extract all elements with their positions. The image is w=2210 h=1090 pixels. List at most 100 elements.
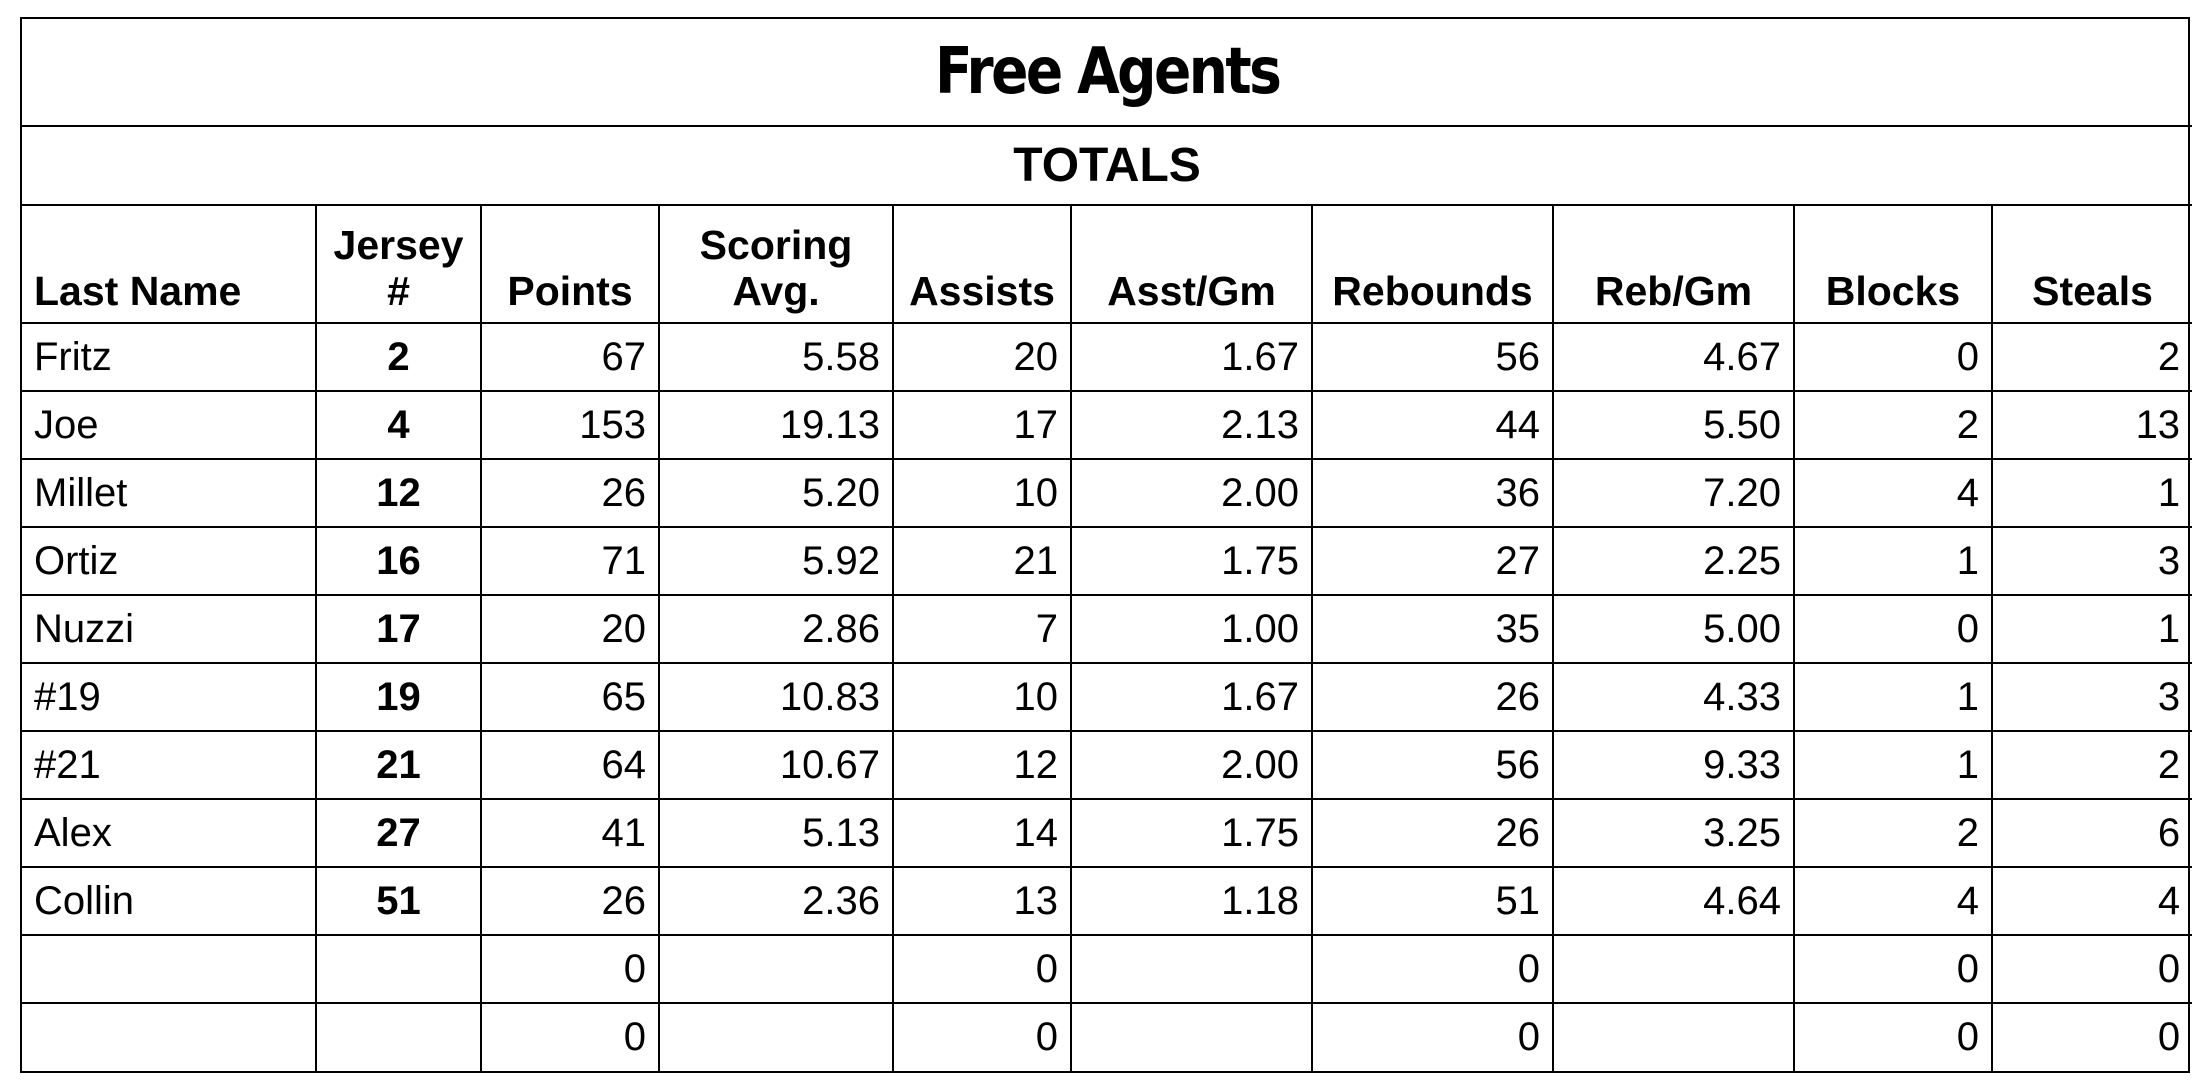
cell-steals: 13 xyxy=(1990,390,2193,460)
cell-assists: 21 xyxy=(892,526,1072,596)
table-row: #21 21 64 10.67 12 2.00 56 9.33 1 2 xyxy=(22,730,2193,800)
cell-jersey: 17 xyxy=(315,594,482,664)
cell-jersey xyxy=(315,1002,482,1071)
cell-jersey: 16 xyxy=(315,526,482,596)
cell-asst-gm: 1.75 xyxy=(1070,798,1313,868)
cell-scoring-avg: 5.58 xyxy=(658,322,894,392)
cell-assists: 12 xyxy=(892,730,1072,800)
header-assists: Assists xyxy=(892,204,1072,324)
table-row: Fritz 2 67 5.58 20 1.67 56 4.67 0 2 xyxy=(22,322,2193,392)
cell-points: 26 xyxy=(480,866,660,936)
cell-scoring-avg: 5.13 xyxy=(658,798,894,868)
cell-last-name: #21 xyxy=(22,730,317,800)
header-points: Points xyxy=(480,204,660,324)
cell-assists: 10 xyxy=(892,662,1072,732)
cell-points: 0 xyxy=(480,934,660,1004)
cell-points: 67 xyxy=(480,322,660,392)
cell-jersey xyxy=(315,934,482,1004)
cell-last-name: Millet xyxy=(22,458,317,528)
cell-blocks: 1 xyxy=(1793,662,1993,732)
cell-steals: 0 xyxy=(1990,934,2193,1004)
cell-rebounds: 27 xyxy=(1311,526,1554,596)
cell-points: 20 xyxy=(480,594,660,664)
cell-scoring-avg: 5.20 xyxy=(658,458,894,528)
cell-scoring-avg: 10.67 xyxy=(658,730,894,800)
table-row: Collin 51 26 2.36 13 1.18 51 4.64 4 4 xyxy=(22,866,2193,936)
cell-assists: 0 xyxy=(892,934,1072,1004)
cell-rebounds: 56 xyxy=(1311,322,1554,392)
cell-reb-gm: 4.67 xyxy=(1552,322,1795,392)
cell-reb-gm xyxy=(1552,934,1795,1004)
cell-scoring-avg xyxy=(658,1002,894,1071)
cell-asst-gm: 1.18 xyxy=(1070,866,1313,936)
cell-scoring-avg: 2.86 xyxy=(658,594,894,664)
cell-last-name: Fritz xyxy=(22,322,317,392)
cell-jersey: 19 xyxy=(315,662,482,732)
header-row: Last Name Jersey # Points Scoring Avg. Assis… xyxy=(22,204,2193,324)
cell-rebounds: 56 xyxy=(1311,730,1554,800)
cell-steals: 6 xyxy=(1990,798,2193,868)
table-row: Joe 4 153 19.13 17 2.13 44 5.50 2 13 xyxy=(22,390,2193,460)
cell-rebounds: 0 xyxy=(1311,934,1554,1004)
cell-scoring-avg: 5.92 xyxy=(658,526,894,596)
cell-asst-gm: 2.13 xyxy=(1070,390,1313,460)
cell-asst-gm: 1.00 xyxy=(1070,594,1313,664)
cell-assists: 17 xyxy=(892,390,1072,460)
cell-jersey: 21 xyxy=(315,730,482,800)
cell-blocks: 0 xyxy=(1793,594,1993,664)
cell-steals: 3 xyxy=(1990,526,2193,596)
cell-assists: 20 xyxy=(892,322,1072,392)
cell-assists: 13 xyxy=(892,866,1072,936)
header-jersey: Jersey # xyxy=(315,204,482,324)
cell-assists: 0 xyxy=(892,1002,1072,1071)
cell-reb-gm: 4.64 xyxy=(1552,866,1795,936)
cell-asst-gm: 2.00 xyxy=(1070,730,1313,800)
cell-last-name: Collin xyxy=(22,866,317,936)
cell-points: 65 xyxy=(480,662,660,732)
cell-assists: 10 xyxy=(892,458,1072,528)
cell-blocks: 1 xyxy=(1793,730,1993,800)
cell-reb-gm: 5.50 xyxy=(1552,390,1795,460)
cell-reb-gm xyxy=(1552,1002,1795,1071)
header-steals: Steals xyxy=(1990,204,2193,324)
cell-steals: 1 xyxy=(1990,594,2193,664)
cell-last-name xyxy=(22,934,317,1004)
cell-last-name: Joe xyxy=(22,390,317,460)
header-reb-gm: Reb/Gm xyxy=(1552,204,1795,324)
cell-rebounds: 0 xyxy=(1311,1002,1554,1071)
cell-blocks: 1 xyxy=(1793,526,1993,596)
cell-last-name: Ortiz xyxy=(22,526,317,596)
cell-jersey: 27 xyxy=(315,798,482,868)
cell-rebounds: 26 xyxy=(1311,798,1554,868)
cell-blocks: 0 xyxy=(1793,322,1993,392)
cell-blocks: 2 xyxy=(1793,798,1993,868)
cell-jersey: 51 xyxy=(315,866,482,936)
header-last-name: Last Name xyxy=(22,204,317,324)
cell-blocks: 4 xyxy=(1793,866,1993,936)
cell-reb-gm: 4.33 xyxy=(1552,662,1795,732)
cell-scoring-avg xyxy=(658,934,894,1004)
cell-asst-gm: 2.00 xyxy=(1070,458,1313,528)
cell-scoring-avg: 19.13 xyxy=(658,390,894,460)
cell-reb-gm: 5.00 xyxy=(1552,594,1795,664)
cell-points: 71 xyxy=(480,526,660,596)
cell-rebounds: 36 xyxy=(1311,458,1554,528)
table-row: Alex 27 41 5.13 14 1.75 26 3.25 2 6 xyxy=(22,798,2193,868)
cell-asst-gm: 1.75 xyxy=(1070,526,1313,596)
cell-points: 0 xyxy=(480,1002,660,1071)
cell-asst-gm: 1.67 xyxy=(1070,322,1313,392)
cell-last-name: Alex xyxy=(22,798,317,868)
table-row: Nuzzi 17 20 2.86 7 1.00 35 5.00 0 1 xyxy=(22,594,2193,664)
cell-rebounds: 35 xyxy=(1311,594,1554,664)
header-rebounds: Rebounds xyxy=(1311,204,1554,324)
cell-steals: 2 xyxy=(1990,322,2193,392)
cell-last-name xyxy=(22,1002,317,1071)
cell-rebounds: 44 xyxy=(1311,390,1554,460)
cell-points: 64 xyxy=(480,730,660,800)
cell-asst-gm xyxy=(1070,1002,1313,1071)
cell-points: 26 xyxy=(480,458,660,528)
table-row: Millet 12 26 5.20 10 2.00 36 7.20 4 1 xyxy=(22,458,2193,528)
cell-assists: 7 xyxy=(892,594,1072,664)
stats-table: Free Agents TOTALS Last Name Jersey # Poin… xyxy=(22,19,2193,1071)
